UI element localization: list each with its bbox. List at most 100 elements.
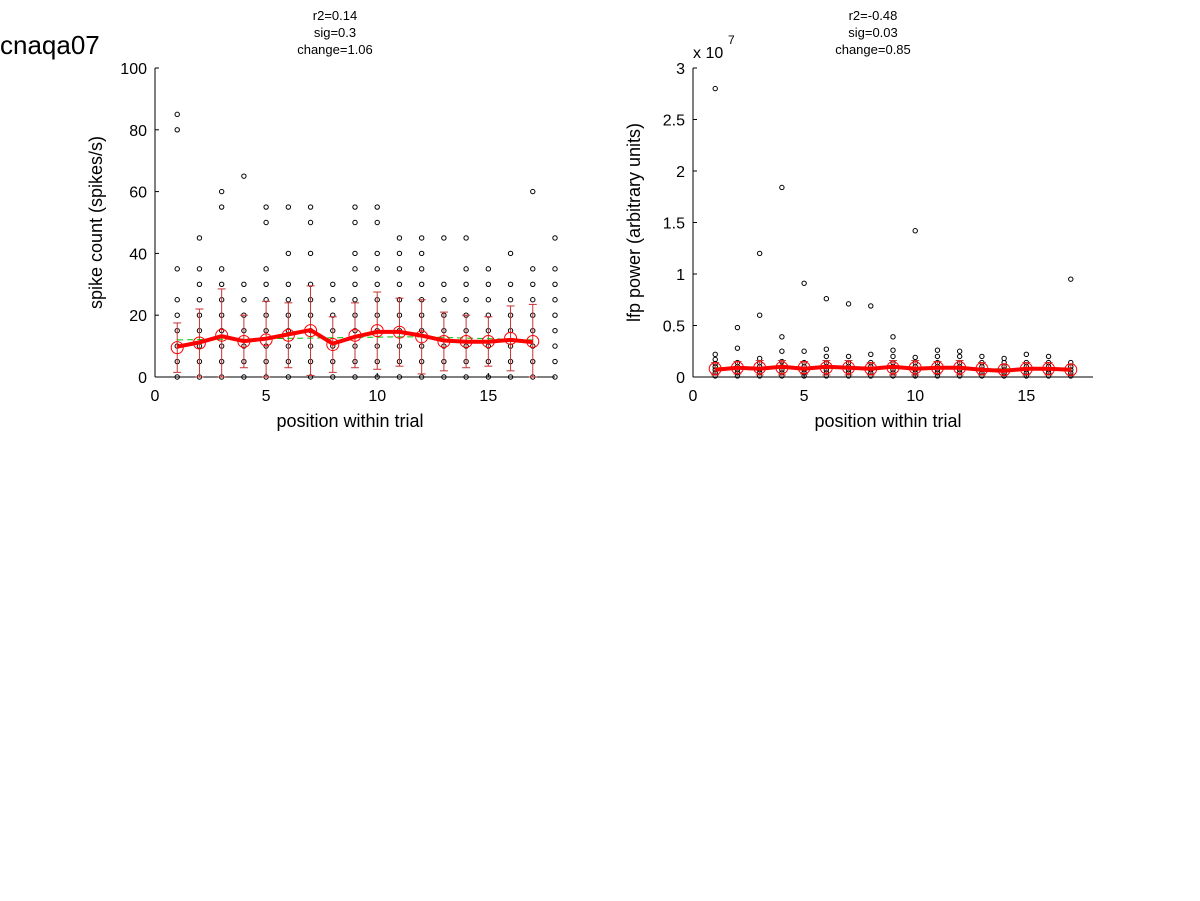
scatter-point xyxy=(307,204,314,210)
y-tick-label: 0.5 xyxy=(663,319,685,336)
scatter-point xyxy=(934,353,941,360)
mean-marker xyxy=(192,336,206,350)
x-tick-label: 5 xyxy=(800,388,809,405)
x-axis-label: position within trial xyxy=(814,411,961,431)
scatter-point xyxy=(463,297,469,303)
scatter-point xyxy=(352,266,358,272)
scatter-point xyxy=(485,266,492,272)
y-exponent-power: 7 xyxy=(728,33,735,47)
mean-marker xyxy=(304,324,318,338)
scatter-point xyxy=(552,281,558,287)
scatter-point xyxy=(441,235,447,241)
scatter-point xyxy=(352,250,358,257)
y-tick-label: 100 xyxy=(120,61,147,78)
mean-marker xyxy=(504,331,518,345)
scatter-point xyxy=(174,297,180,303)
scatter-point xyxy=(263,204,269,210)
mean-marker xyxy=(237,334,251,348)
mean-marker xyxy=(953,361,967,375)
scatter-point xyxy=(530,297,536,303)
scatter-point xyxy=(374,266,380,272)
y-tick-label: 40 xyxy=(129,246,147,263)
scatter-point xyxy=(463,235,469,241)
chart-title-line: sig=0.03 xyxy=(848,25,898,40)
scatter-point xyxy=(845,353,852,360)
scatter-point xyxy=(330,281,336,287)
mean-marker xyxy=(842,361,856,375)
mean-marker xyxy=(526,334,540,348)
scatter-point xyxy=(396,266,403,272)
scatter-point xyxy=(868,351,874,358)
scatter-point xyxy=(1068,276,1074,282)
mean-marker xyxy=(708,362,722,376)
scatter-point xyxy=(374,204,380,210)
x-tick-label: 0 xyxy=(689,388,698,405)
scatter-point xyxy=(418,250,425,257)
scatter-point xyxy=(530,266,536,272)
scatter-point xyxy=(801,348,807,354)
scatter-point xyxy=(912,228,918,234)
scatter-point xyxy=(374,250,380,257)
scatter-point xyxy=(418,281,425,287)
y-axis-label: lfp power (arbitrary units) xyxy=(624,123,644,322)
chart-title-line: sig=0.3 xyxy=(314,25,356,40)
mean-marker xyxy=(930,361,944,375)
scatter-point xyxy=(196,281,203,287)
scatter-point xyxy=(890,347,896,353)
y-tick-label: 0 xyxy=(676,370,685,387)
scatter-point xyxy=(352,281,358,287)
scatter-point xyxy=(756,250,763,257)
scatter-point xyxy=(396,281,403,287)
scatter-point xyxy=(507,297,514,303)
scatter-point xyxy=(196,266,203,272)
scatter-point xyxy=(734,345,741,351)
scatter-point xyxy=(418,266,425,272)
mean-marker xyxy=(775,361,789,375)
scatter-point xyxy=(441,374,447,380)
scatter-point xyxy=(779,334,785,340)
scatter-point xyxy=(1001,355,1007,362)
scatter-point xyxy=(823,353,830,360)
scatter-point xyxy=(734,324,741,331)
scatter-point xyxy=(823,296,830,302)
mean-marker xyxy=(1042,362,1056,376)
scatter-point xyxy=(552,343,558,349)
mean-marker xyxy=(975,362,989,376)
scatter-point xyxy=(712,351,718,358)
mean-marker xyxy=(481,334,495,348)
y-tick-label: 60 xyxy=(129,185,147,202)
scatter-point xyxy=(507,374,514,380)
y-tick-label: 3 xyxy=(676,61,685,78)
scatter-point xyxy=(374,281,380,287)
scatter-point xyxy=(307,250,314,257)
scatter-point xyxy=(218,188,225,195)
y-exponent-label: x 10 xyxy=(693,45,723,62)
mean-marker xyxy=(281,328,295,342)
mean-marker xyxy=(259,333,273,347)
scatter-point xyxy=(779,348,785,354)
y-tick-label: 2 xyxy=(676,164,685,181)
scatter-point xyxy=(485,297,492,303)
scatter-point xyxy=(890,353,896,360)
y-tick-label: 0 xyxy=(138,370,147,387)
scatter-point xyxy=(263,281,269,287)
errorbar-series xyxy=(173,285,537,378)
mean-marker xyxy=(864,362,878,376)
mean-marker xyxy=(908,361,922,375)
scatter-point xyxy=(530,188,536,195)
scatter-point xyxy=(285,297,292,303)
mean-marker xyxy=(348,328,362,342)
scatter-point xyxy=(956,353,963,360)
x-tick-label: 0 xyxy=(151,388,160,405)
mean-series xyxy=(708,361,1078,377)
scatter-point xyxy=(352,219,358,226)
mean-marker xyxy=(392,325,406,339)
scatter-point xyxy=(779,184,785,191)
mean-marker xyxy=(730,361,744,375)
scatter-point xyxy=(218,266,225,272)
mean-marker xyxy=(215,328,229,342)
scatter-point xyxy=(263,219,269,226)
scatter-point xyxy=(307,219,314,226)
scatter-point xyxy=(552,297,558,303)
scatter-point xyxy=(241,297,247,303)
